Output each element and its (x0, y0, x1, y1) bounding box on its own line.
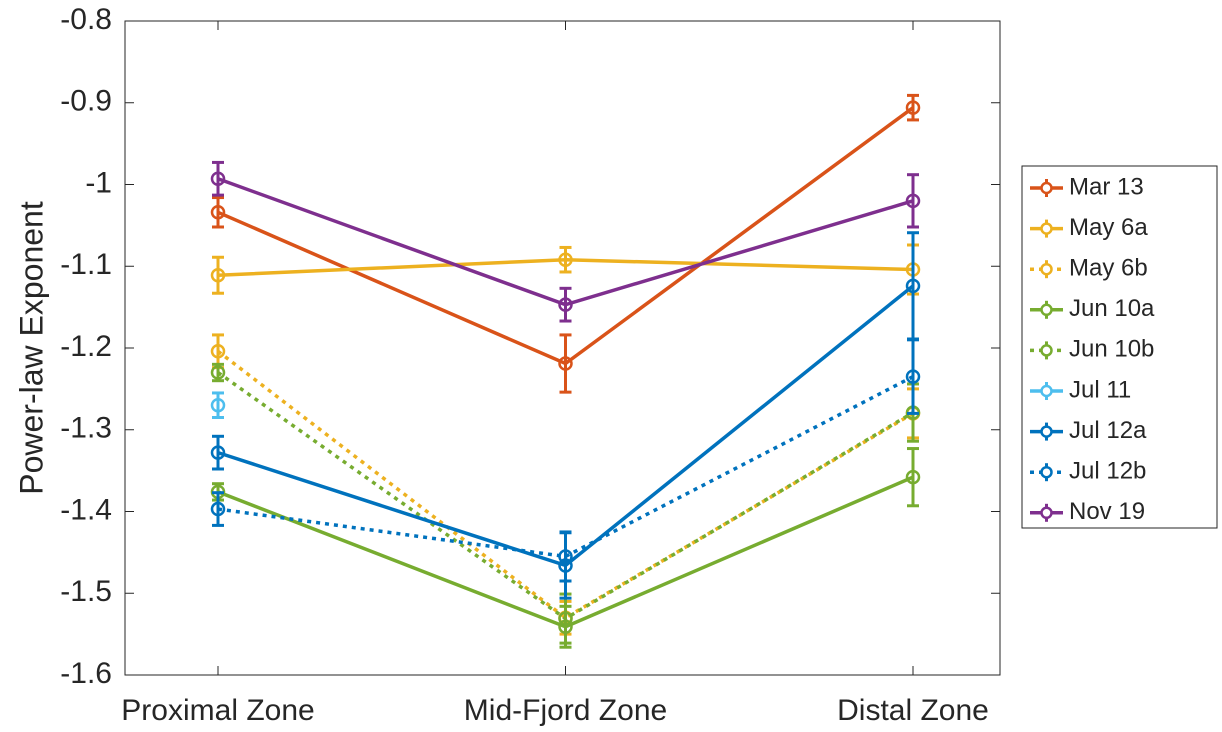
legend-label: Jul 12b (1069, 458, 1146, 485)
error-bar (212, 434, 224, 471)
y-tick-label: -0.9 (60, 85, 112, 118)
data-point (210, 267, 226, 283)
data-point (558, 356, 573, 371)
legend-marker (1040, 465, 1053, 479)
error-bar (907, 93, 919, 122)
data-point (558, 611, 573, 626)
y-tick-label: -1.4 (60, 493, 112, 526)
plot-area (124, 20, 1001, 676)
legend-label: Jul 11 (1069, 376, 1131, 403)
data-point (905, 100, 921, 115)
y-tick-label: -0.8 (60, 3, 112, 36)
legend-marker (1040, 222, 1053, 235)
data-point (210, 344, 226, 359)
legend-marker (1040, 303, 1053, 317)
data-point (210, 445, 226, 460)
data-point (905, 278, 921, 294)
legend-label: Jun 10b (1069, 336, 1154, 363)
x-tick-label: Mid-Fjord Zone (464, 694, 667, 727)
error-bar (212, 391, 224, 419)
error-bar (907, 338, 919, 415)
y-tick-label: -1.2 (60, 330, 112, 363)
data-point (210, 205, 226, 220)
x-tick-label: Distal Zone (837, 694, 989, 727)
legend (1021, 165, 1218, 529)
legend-marker (1040, 506, 1053, 520)
x-tick-label: Proximal Zone (121, 694, 314, 727)
legend-label: Nov 19 (1069, 498, 1145, 525)
legend-marker (1040, 262, 1053, 276)
error-bar (907, 447, 919, 508)
error-bar (212, 491, 224, 527)
error-bar (212, 160, 224, 197)
data-point (558, 549, 573, 564)
data-point (905, 469, 921, 485)
error-bar (212, 196, 224, 229)
legend-label: Jun 10a (1069, 295, 1155, 322)
legend-label: Jul 12a (1069, 417, 1147, 444)
y-tick-label: -1.5 (60, 575, 112, 608)
legend-marker (1040, 384, 1053, 398)
legend-marker (1040, 425, 1053, 438)
y-tick-label: -1.3 (60, 412, 112, 445)
y-tick-label: -1.1 (60, 248, 112, 281)
error-bar (212, 255, 224, 295)
legend-label: May 6a (1069, 214, 1148, 241)
legend-label: May 6b (1069, 255, 1148, 282)
y-axis-label: Power-law Exponent (13, 201, 49, 495)
error-bar (907, 173, 919, 229)
series-line (216, 349, 914, 620)
error-bar (559, 530, 572, 583)
legend-marker (1040, 181, 1053, 195)
data-point (210, 501, 226, 517)
data-point (558, 297, 573, 312)
legend-label: Mar 13 (1069, 173, 1144, 200)
y-tick-label: -1 (85, 166, 112, 199)
data-point (210, 397, 226, 413)
data-point (210, 365, 226, 380)
data-point (210, 171, 226, 187)
legend-marker (1040, 344, 1053, 357)
data-point (558, 252, 573, 267)
error-bar (559, 333, 572, 394)
data-point (905, 369, 921, 384)
y-tick-label: -1.6 (60, 657, 112, 690)
error-bar (559, 286, 572, 323)
error-bar (559, 245, 572, 274)
data-point (905, 193, 921, 209)
